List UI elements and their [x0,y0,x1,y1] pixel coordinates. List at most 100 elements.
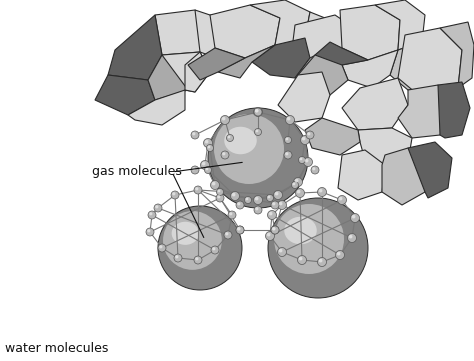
Circle shape [292,182,299,188]
Circle shape [255,109,258,112]
Circle shape [300,157,302,160]
Polygon shape [195,10,238,60]
Polygon shape [358,128,412,172]
Circle shape [305,159,309,162]
Circle shape [295,188,304,197]
Circle shape [237,227,240,230]
Text: water molecules: water molecules [5,342,109,355]
Circle shape [285,116,294,125]
Polygon shape [342,78,408,130]
Circle shape [237,227,240,230]
Ellipse shape [163,211,222,270]
Circle shape [221,151,229,159]
Circle shape [216,194,224,202]
Circle shape [195,187,199,190]
Circle shape [206,168,209,170]
Circle shape [339,197,342,200]
Circle shape [287,117,291,121]
Polygon shape [305,12,335,60]
Circle shape [273,191,283,200]
Circle shape [302,137,305,140]
Circle shape [255,130,258,132]
Polygon shape [375,0,425,50]
Polygon shape [290,15,365,85]
Circle shape [220,116,229,125]
Circle shape [255,129,262,135]
Polygon shape [218,45,275,78]
Circle shape [154,204,162,212]
Circle shape [191,131,199,139]
Circle shape [146,228,154,236]
Polygon shape [305,118,360,155]
Circle shape [159,245,163,248]
Circle shape [337,196,346,204]
Circle shape [299,257,302,260]
Circle shape [297,190,301,193]
Ellipse shape [158,206,242,290]
Circle shape [205,140,209,143]
Ellipse shape [224,127,257,154]
Circle shape [195,257,199,260]
Circle shape [174,254,182,262]
Polygon shape [382,148,428,205]
Circle shape [158,244,166,252]
Circle shape [299,157,306,164]
Circle shape [306,131,314,139]
Polygon shape [148,55,188,100]
Circle shape [271,201,279,209]
Circle shape [191,166,199,174]
Circle shape [194,256,202,264]
Circle shape [147,229,150,232]
Circle shape [254,206,262,214]
Circle shape [266,195,273,201]
Circle shape [155,205,158,208]
Circle shape [272,227,275,230]
Circle shape [279,249,283,252]
Circle shape [255,109,258,112]
Circle shape [292,183,295,185]
Circle shape [307,132,310,135]
Circle shape [194,186,202,194]
Text: gas molecules: gas molecules [92,165,182,178]
Circle shape [217,188,224,196]
Circle shape [237,202,240,205]
Circle shape [255,207,258,210]
Ellipse shape [268,198,368,298]
Circle shape [245,196,252,204]
Circle shape [255,197,258,200]
Circle shape [224,231,232,239]
Polygon shape [398,28,462,98]
Circle shape [269,212,273,216]
Polygon shape [155,10,215,55]
Circle shape [202,162,205,165]
Circle shape [337,252,340,256]
Circle shape [228,135,230,138]
Polygon shape [162,52,210,92]
Circle shape [210,180,219,190]
Circle shape [207,144,213,152]
Circle shape [246,197,248,200]
Polygon shape [408,142,452,198]
Circle shape [318,187,327,196]
Circle shape [295,179,299,182]
Circle shape [218,190,220,192]
Polygon shape [252,38,310,78]
Circle shape [347,234,356,243]
Circle shape [271,226,279,234]
Circle shape [311,166,319,174]
Circle shape [272,227,275,230]
Circle shape [284,151,292,159]
Circle shape [301,135,310,144]
Polygon shape [438,82,470,138]
Circle shape [285,138,288,140]
Polygon shape [298,55,348,95]
Circle shape [319,189,322,192]
Circle shape [192,132,195,135]
Circle shape [277,200,286,209]
Circle shape [192,167,195,170]
Circle shape [236,201,244,209]
Circle shape [222,117,226,121]
Circle shape [203,139,212,148]
Circle shape [279,202,283,205]
Circle shape [272,202,275,205]
